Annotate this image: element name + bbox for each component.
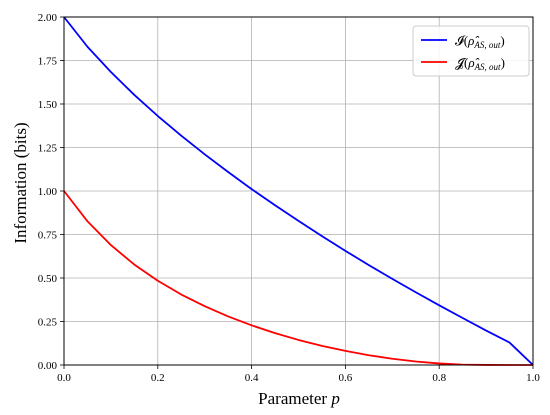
y-tick-label: 0.50 <box>38 273 58 285</box>
y-tick-label: 0.25 <box>38 317 58 329</box>
y-tick-label: 1.00 <box>38 186 58 198</box>
y-tick-label: 1.75 <box>38 56 58 68</box>
x-axis-ticks: 0.0 0.2 0.4 0.6 0.8 1.0 <box>57 365 540 384</box>
y-tick-label: 1.50 <box>38 99 58 111</box>
y-axis-label: Information (bits) <box>11 122 30 243</box>
series-line-1 <box>63 16 534 366</box>
x-tick-label: 0.0 <box>57 372 71 384</box>
y-axis-ticks: 0.00 0.25 0.50 0.75 1.00 1.25 1.50 1.75 2.00 <box>38 12 64 372</box>
x-axis-label-var: p <box>330 389 340 408</box>
series-lines <box>63 16 534 366</box>
legend-box <box>412 25 530 77</box>
legend-label-sub: AS, out <box>473 40 500 50</box>
legend-label-close: ) <box>501 55 505 70</box>
legend-label-sub: AS, out <box>474 62 501 72</box>
y-tick-label: 0.75 <box>38 230 58 242</box>
series-line-2 <box>63 190 533 366</box>
legend-label: 𝓘(ρ̂AS, out) <box>455 33 505 50</box>
x-tick-label: 1.0 <box>526 372 540 384</box>
y-tick-label: 0.00 <box>38 360 58 372</box>
x-tick-label: 0.2 <box>151 372 165 384</box>
x-axis-label-main: Parameter <box>258 389 327 408</box>
y-tick-label: 2.00 <box>38 12 58 24</box>
legend-label-close: ) <box>500 33 504 48</box>
x-axis-label: Parameter p <box>258 389 340 408</box>
legend-label-base: 𝓘( <box>455 33 468 48</box>
x-tick-label: 0.8 <box>432 372 446 384</box>
legend-label-base: 𝓙( <box>455 55 468 70</box>
legend: 𝓘(ρ̂AS, out)𝓙(ρ̂AS, out) <box>412 25 530 77</box>
x-tick-label: 0.4 <box>245 372 259 384</box>
y-tick-label: 1.25 <box>38 143 58 155</box>
x-tick-label: 0.6 <box>339 372 353 384</box>
